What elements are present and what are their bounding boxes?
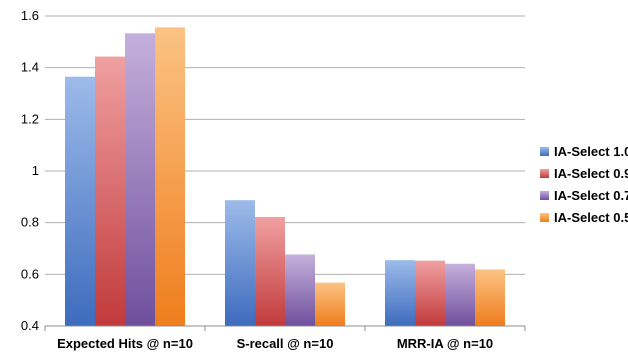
y-tick-label: 0.4 — [21, 318, 39, 333]
bar — [155, 27, 185, 326]
legend-label: IA-Select 0.5 — [554, 210, 628, 225]
legend-label: IA-Select 1.0 — [554, 144, 628, 159]
y-tick-label: 1.4 — [21, 60, 39, 75]
bar — [385, 260, 415, 326]
legend-label: IA-Select 0.7 — [554, 188, 628, 203]
bars — [65, 27, 505, 326]
bar — [125, 33, 155, 326]
y-tick-label: 0.6 — [21, 266, 39, 281]
bar — [285, 254, 315, 326]
legend-swatch — [540, 147, 549, 156]
x-category-label: MRR-IA @ n=10 — [397, 336, 493, 351]
y-tick-label: 0.8 — [21, 215, 39, 230]
bar — [475, 269, 505, 326]
bar — [415, 260, 445, 326]
bar — [225, 200, 255, 326]
x-category-label: Expected Hits @ n=10 — [57, 336, 193, 351]
bar — [65, 76, 95, 326]
legend-label: IA-Select 0.9 — [554, 166, 628, 181]
y-tick-label: 1 — [32, 163, 39, 178]
y-tick-label: 1.2 — [21, 111, 39, 126]
bar — [315, 282, 345, 326]
bar — [255, 216, 285, 326]
legend: IA-Select 1.0 IA-Select 0.9 IA-Select 0.7 I… — [540, 144, 628, 225]
legend-swatch — [540, 213, 549, 222]
legend-swatch — [540, 191, 549, 200]
legend-swatch — [540, 169, 549, 178]
bar — [95, 56, 125, 326]
bar — [445, 263, 475, 326]
y-tick-label: 1.6 — [21, 8, 39, 23]
axes: 0.4 0.6 0.8 1 1.2 1.4 1.6 Expected Hits @ n=10 S… — [21, 8, 526, 351]
x-category-label: S-recall @ n=10 — [237, 336, 334, 351]
